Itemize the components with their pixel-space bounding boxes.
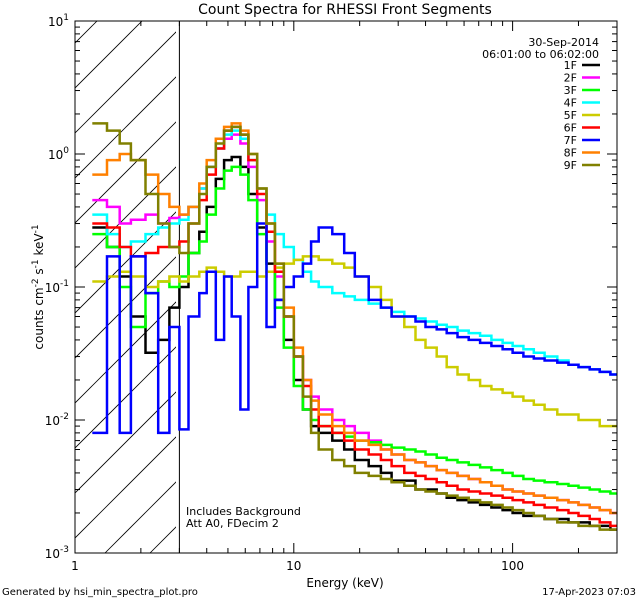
series-layer: [92, 122, 617, 531]
hatched-region: [0, 13, 640, 553]
y-tick-label: 10-2: [45, 412, 69, 428]
y-tick-base: 10: [45, 414, 60, 428]
hatch-line: [75, 436, 176, 539]
y-axis-label: counts cm-2 s-1 keV-1: [31, 224, 46, 349]
y-axis-label-sup2: -1: [31, 259, 41, 268]
annotation-background: Includes Background: [186, 505, 301, 518]
legend-label-5F: 5F: [564, 109, 577, 122]
y-tick-label: 10-3: [45, 545, 69, 561]
legend-label-3F: 3F: [564, 84, 577, 97]
hatch-line: [75, 121, 176, 224]
axis-ticks: [74, 20, 618, 554]
y-tick-exponent: 0: [63, 146, 69, 156]
footer-timestamp: 17-Apr-2023 07:03: [542, 587, 636, 598]
y-axis-label-kev: keV: [32, 233, 46, 260]
hatch-line: [0, 13, 15, 553]
y-axis-label-sup3: -1: [31, 224, 41, 233]
hatch-line: [75, 76, 176, 179]
x-tick-label: 100: [501, 559, 524, 573]
y-axis-label-s: s: [32, 268, 46, 278]
legend-label-9F: 9F: [564, 159, 577, 172]
y-tick-base: 10: [45, 281, 60, 295]
y-tick-base: 10: [48, 15, 63, 29]
hatch-line: [75, 31, 176, 134]
series-line-8F: [92, 122, 617, 515]
y-tick-exponent: 1: [63, 13, 69, 23]
y-tick-label: 10-1: [45, 279, 69, 295]
x-tick-label: 10: [286, 559, 301, 573]
x-tick-label: 1: [71, 559, 79, 573]
legend-label-8F: 8F: [564, 147, 577, 160]
legend-label-7F: 7F: [564, 134, 577, 147]
legend-label-2F: 2F: [564, 72, 577, 85]
annotation-attenuator: Att A0, FDecim 2: [186, 517, 279, 530]
date-label: 30-Sep-2014: [528, 36, 599, 49]
series-line-7F: [92, 222, 617, 435]
series-line-5F: [92, 255, 617, 428]
x-axis-label: Energy (keV): [306, 576, 383, 590]
hatch-line: [240, 13, 640, 553]
hatch-line: [75, 391, 176, 494]
y-tick-base: 10: [45, 547, 60, 561]
hatch-line: [75, 211, 176, 314]
legend-label-4F: 4F: [564, 97, 577, 110]
y-axis-label-unit: counts cm: [32, 287, 46, 349]
y-tick-exponent: -2: [60, 412, 69, 422]
x-tick-labels: 1 10 100: [71, 559, 524, 573]
y-tick-base: 10: [48, 148, 63, 162]
y-tick-exponent: -1: [60, 279, 69, 289]
y-axis-label-sup1: -2: [31, 278, 41, 287]
y-tick-label: 101: [48, 13, 69, 29]
legend-label-1F: 1F: [564, 59, 577, 72]
chart-title: Count Spectra for RHESSI Front Segments: [198, 2, 492, 18]
hatch-line: [104, 481, 176, 553]
time-range-label: 06:01:00 to 06:02:00: [482, 48, 599, 61]
legend-label-6F: 6F: [564, 122, 577, 135]
y-tick-exponent: -3: [60, 545, 69, 555]
series-line-9F: [92, 122, 617, 531]
hatch-line: [75, 256, 176, 359]
footer-generated-by: Generated by hsi_min_spectra_plot.pro: [2, 587, 198, 598]
hatch-line: [75, 346, 176, 449]
y-tick-label: 100: [48, 146, 69, 162]
